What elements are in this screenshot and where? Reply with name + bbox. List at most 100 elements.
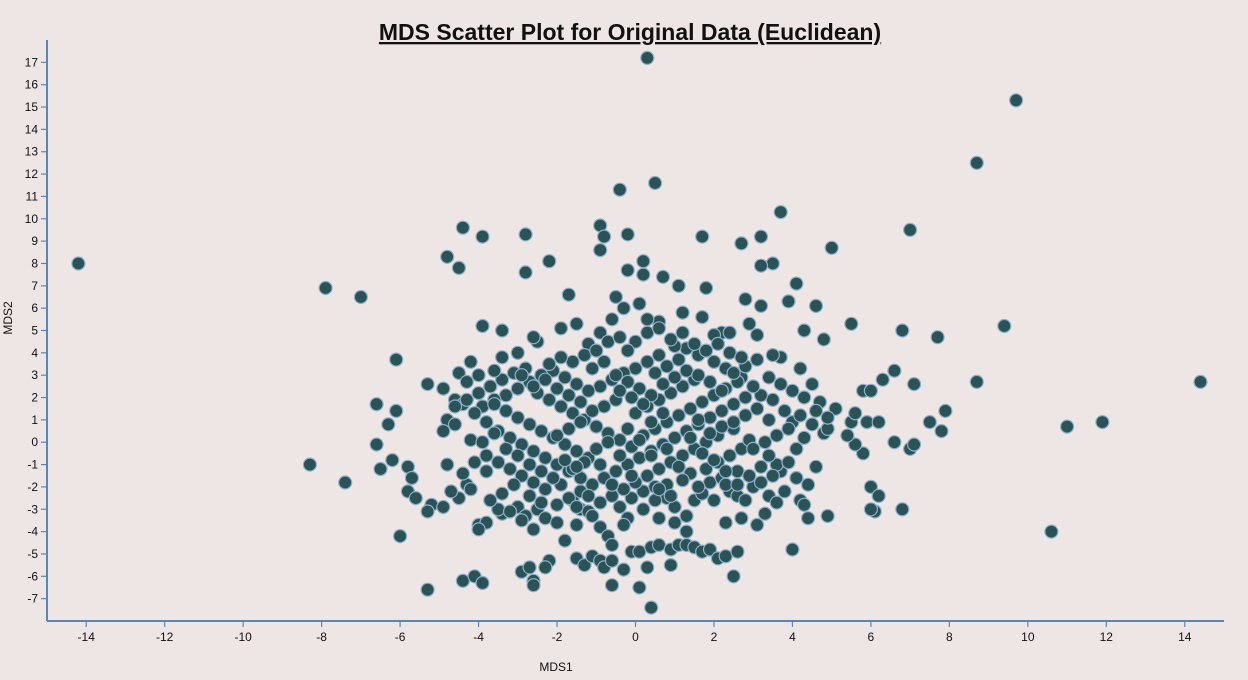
data-point bbox=[510, 381, 525, 396]
y-tick-label: 17 bbox=[25, 55, 39, 69]
data-point bbox=[667, 430, 682, 445]
data-point bbox=[463, 482, 478, 497]
data-point bbox=[753, 229, 769, 244]
data-point bbox=[769, 495, 784, 510]
data-point bbox=[969, 374, 984, 389]
data-point bbox=[451, 365, 466, 381]
data-point bbox=[589, 419, 604, 434]
data-point bbox=[381, 417, 396, 432]
y-tick-label: 13 bbox=[25, 145, 39, 159]
y-tick-label: 3 bbox=[31, 368, 38, 382]
data-point bbox=[389, 403, 404, 418]
data-point bbox=[808, 403, 824, 418]
data-point bbox=[538, 511, 553, 526]
data-point bbox=[679, 363, 694, 378]
data-point bbox=[385, 453, 400, 468]
data-point bbox=[828, 401, 843, 416]
data-point bbox=[483, 379, 498, 394]
data-point bbox=[730, 464, 745, 479]
data-point bbox=[589, 441, 604, 456]
data-point bbox=[436, 499, 451, 515]
y-tick-label: 12 bbox=[25, 167, 39, 181]
y-tick-label: 5 bbox=[31, 324, 38, 338]
data-point bbox=[522, 457, 537, 472]
data-point bbox=[451, 260, 466, 275]
data-point bbox=[738, 408, 753, 423]
data-point bbox=[502, 504, 518, 519]
data-point bbox=[663, 332, 678, 347]
data-point bbox=[604, 553, 620, 568]
data-point bbox=[514, 368, 529, 383]
data-point bbox=[585, 361, 600, 376]
data-point bbox=[702, 374, 718, 389]
data-point bbox=[616, 301, 631, 316]
data-point bbox=[455, 220, 470, 235]
data-point bbox=[565, 406, 580, 421]
y-tick-label: 15 bbox=[25, 100, 39, 114]
data-point bbox=[408, 491, 423, 506]
data-point bbox=[651, 348, 667, 363]
data-point bbox=[318, 280, 333, 296]
data-point bbox=[569, 377, 584, 392]
data-point bbox=[467, 406, 482, 421]
data-point bbox=[557, 370, 573, 385]
y-tick-label: 4 bbox=[31, 346, 38, 360]
data-point bbox=[848, 437, 863, 452]
data-point bbox=[718, 464, 733, 479]
data-point bbox=[491, 455, 506, 470]
data-point bbox=[797, 430, 812, 445]
data-point bbox=[655, 406, 671, 421]
data-point bbox=[997, 318, 1012, 334]
data-point bbox=[487, 363, 502, 378]
data-point bbox=[895, 502, 910, 517]
data-point bbox=[765, 348, 780, 363]
data-point bbox=[620, 263, 635, 278]
data-point bbox=[479, 415, 494, 430]
data-point bbox=[389, 352, 404, 367]
data-point bbox=[640, 354, 655, 369]
data-point bbox=[651, 537, 667, 553]
data-point bbox=[518, 227, 533, 242]
data-point bbox=[863, 502, 879, 517]
data-point bbox=[593, 495, 608, 510]
data-point bbox=[522, 488, 537, 503]
data-point bbox=[577, 348, 592, 363]
data-point bbox=[463, 432, 478, 448]
data-point bbox=[687, 336, 702, 351]
data-point bbox=[542, 254, 557, 269]
data-point bbox=[816, 332, 831, 347]
data-point bbox=[585, 403, 600, 418]
data-point bbox=[593, 457, 608, 472]
data-point bbox=[749, 517, 765, 533]
data-point bbox=[695, 446, 710, 461]
data-point bbox=[608, 464, 624, 479]
y-tick-label: 8 bbox=[31, 256, 38, 270]
data-point bbox=[753, 258, 769, 273]
data-point bbox=[498, 441, 514, 456]
data-point bbox=[596, 229, 612, 244]
data-point bbox=[612, 499, 627, 515]
x-tick-label: 2 bbox=[711, 630, 718, 644]
data-point bbox=[604, 312, 620, 327]
x-tick-label: 14 bbox=[1178, 630, 1192, 644]
data-point bbox=[526, 444, 541, 459]
data-point bbox=[757, 506, 773, 521]
data-point bbox=[369, 397, 384, 412]
data-point bbox=[593, 519, 608, 535]
data-point bbox=[804, 417, 820, 432]
data-point bbox=[369, 437, 384, 452]
y-tick-label: 7 bbox=[31, 279, 38, 293]
x-tick-label: 12 bbox=[1100, 630, 1114, 644]
x-tick-label: -10 bbox=[234, 630, 252, 644]
data-point bbox=[581, 383, 596, 398]
data-point bbox=[675, 305, 690, 320]
data-point bbox=[471, 386, 486, 401]
data-point bbox=[655, 269, 671, 284]
data-point bbox=[612, 432, 627, 448]
data-point bbox=[753, 459, 769, 474]
data-point bbox=[561, 287, 576, 302]
data-point bbox=[542, 356, 557, 372]
data-point bbox=[671, 352, 686, 367]
data-point bbox=[863, 383, 879, 398]
